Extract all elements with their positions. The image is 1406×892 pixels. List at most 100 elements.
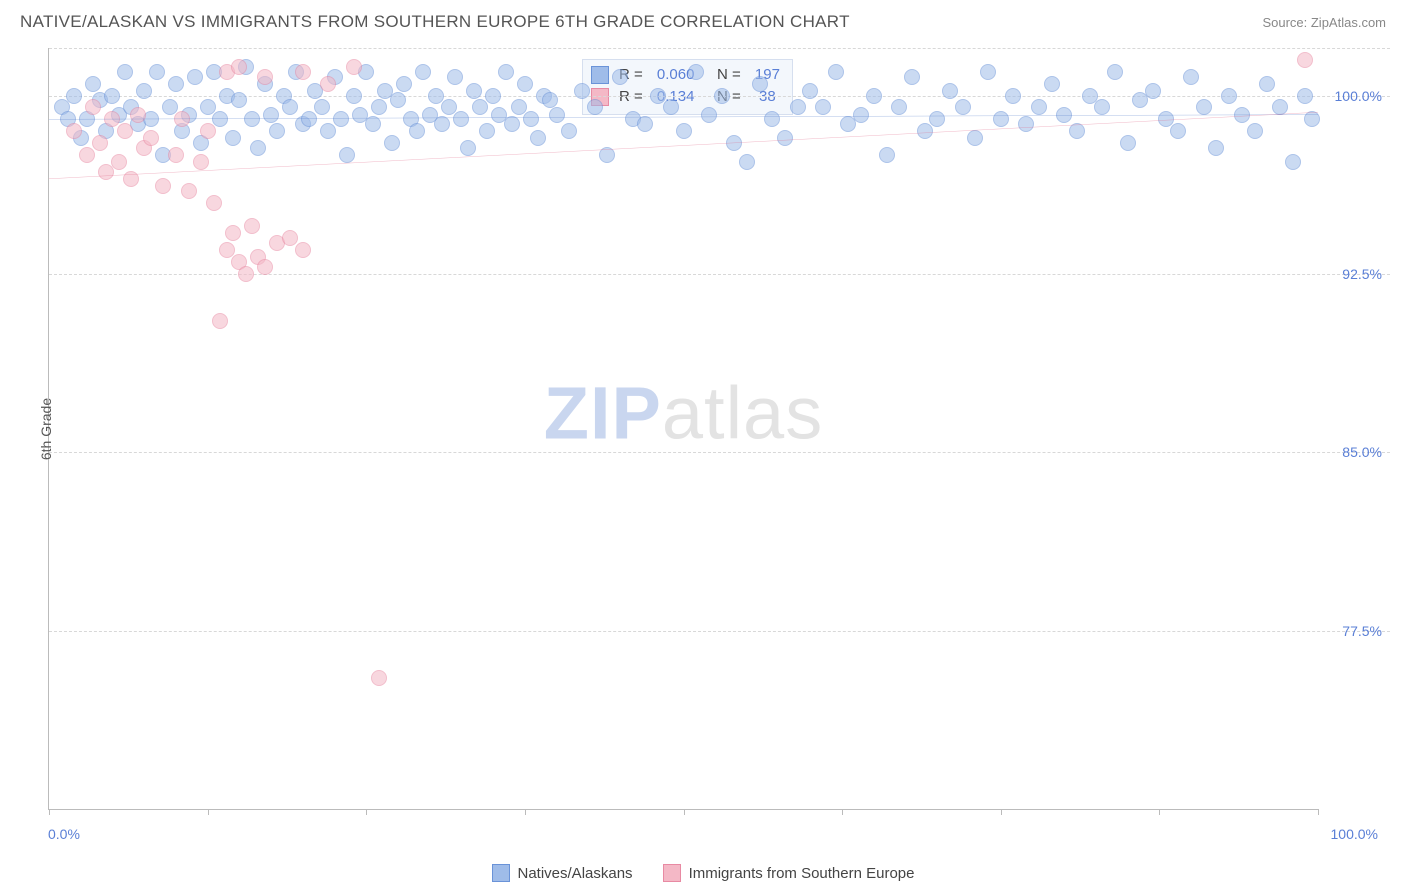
data-point-natives — [1259, 76, 1275, 92]
watermark: ZIPatlas — [544, 371, 823, 456]
data-point-natives — [1234, 107, 1250, 123]
data-point-immigrants — [174, 111, 190, 127]
watermark-atlas: atlas — [662, 372, 823, 455]
data-point-immigrants — [371, 670, 387, 686]
y-tick-label: 92.5% — [1342, 266, 1382, 282]
data-point-natives — [231, 92, 247, 108]
x-tick — [684, 809, 685, 815]
data-point-natives — [485, 88, 501, 104]
data-point-natives — [955, 99, 971, 115]
data-point-natives — [396, 76, 412, 92]
data-point-natives — [1018, 116, 1034, 132]
data-point-natives — [587, 99, 603, 115]
data-point-natives — [225, 130, 241, 146]
data-point-immigrants — [282, 230, 298, 246]
legend-swatch-1 — [663, 864, 681, 882]
data-point-natives — [777, 130, 793, 146]
data-point-natives — [346, 88, 362, 104]
data-point-natives — [879, 147, 895, 163]
data-point-natives — [1069, 123, 1085, 139]
legend-item-0: Natives/Alaskans — [492, 864, 633, 882]
x-tick — [525, 809, 526, 815]
plot-area: 6th Grade ZIPatlas R = 0.060 N = 197R = … — [48, 48, 1318, 810]
data-point-natives — [428, 88, 444, 104]
data-point-natives — [1221, 88, 1237, 104]
data-point-immigrants — [92, 135, 108, 151]
x-tick — [1318, 809, 1319, 815]
data-point-natives — [339, 147, 355, 163]
data-point-immigrants — [257, 69, 273, 85]
data-point-natives — [460, 140, 476, 156]
watermark-zip: ZIP — [544, 372, 662, 455]
legend: Natives/Alaskans Immigrants from Southern… — [0, 864, 1406, 882]
data-point-natives — [453, 111, 469, 127]
data-point-natives — [149, 64, 165, 80]
data-point-natives — [726, 135, 742, 151]
data-point-natives — [504, 116, 520, 132]
trend-overlay — [49, 48, 1318, 809]
gridline — [49, 452, 1390, 453]
data-point-immigrants — [111, 154, 127, 170]
data-point-immigrants — [104, 111, 120, 127]
data-point-natives — [866, 88, 882, 104]
data-point-natives — [244, 111, 260, 127]
data-point-immigrants — [79, 147, 95, 163]
data-point-natives — [1005, 88, 1021, 104]
data-point-immigrants — [295, 242, 311, 258]
x-axis-max-label: 100.0% — [1331, 826, 1378, 842]
data-point-natives — [1304, 111, 1320, 127]
data-point-natives — [472, 99, 488, 115]
data-point-natives — [764, 111, 780, 127]
data-point-natives — [434, 116, 450, 132]
x-tick — [842, 809, 843, 815]
data-point-natives — [815, 99, 831, 115]
data-point-natives — [269, 123, 285, 139]
data-point-natives — [511, 99, 527, 115]
legend-label-1: Immigrants from Southern Europe — [689, 865, 915, 882]
stats-n-label: N = — [704, 64, 744, 86]
x-tick — [208, 809, 209, 815]
data-point-natives — [1145, 83, 1161, 99]
data-point-natives — [637, 116, 653, 132]
data-point-immigrants — [181, 183, 197, 199]
y-axis-title: 6th Grade — [38, 397, 54, 459]
data-point-natives — [1107, 64, 1123, 80]
data-point-natives — [212, 111, 228, 127]
data-point-natives — [1044, 76, 1060, 92]
data-point-natives — [929, 111, 945, 127]
data-point-natives — [162, 99, 178, 115]
data-point-immigrants — [244, 218, 260, 234]
data-point-natives — [441, 99, 457, 115]
data-point-immigrants — [66, 123, 82, 139]
y-tick-label: 100.0% — [1335, 88, 1382, 104]
data-point-natives — [168, 76, 184, 92]
data-point-natives — [1247, 123, 1263, 139]
legend-swatch-0 — [492, 864, 510, 882]
data-point-natives — [967, 130, 983, 146]
x-tick — [1001, 809, 1002, 815]
data-point-natives — [250, 140, 266, 156]
data-point-natives — [676, 123, 692, 139]
data-point-natives — [701, 107, 717, 123]
data-point-natives — [1196, 99, 1212, 115]
data-point-immigrants — [193, 154, 209, 170]
data-point-natives — [663, 99, 679, 115]
data-point-natives — [1297, 88, 1313, 104]
gridline — [49, 631, 1390, 632]
data-point-natives — [828, 64, 844, 80]
stats-swatch-natives — [591, 66, 609, 84]
legend-label-0: Natives/Alaskans — [518, 865, 633, 882]
data-point-natives — [612, 69, 628, 85]
y-tick-label: 85.0% — [1342, 444, 1382, 460]
data-point-immigrants — [225, 225, 241, 241]
data-point-natives — [1120, 135, 1136, 151]
data-point-natives — [1094, 99, 1110, 115]
data-point-natives — [498, 64, 514, 80]
data-point-natives — [904, 69, 920, 85]
legend-item-1: Immigrants from Southern Europe — [663, 864, 915, 882]
data-point-natives — [993, 111, 1009, 127]
data-point-natives — [415, 64, 431, 80]
data-point-natives — [980, 64, 996, 80]
data-point-natives — [85, 76, 101, 92]
data-point-natives — [1082, 88, 1098, 104]
